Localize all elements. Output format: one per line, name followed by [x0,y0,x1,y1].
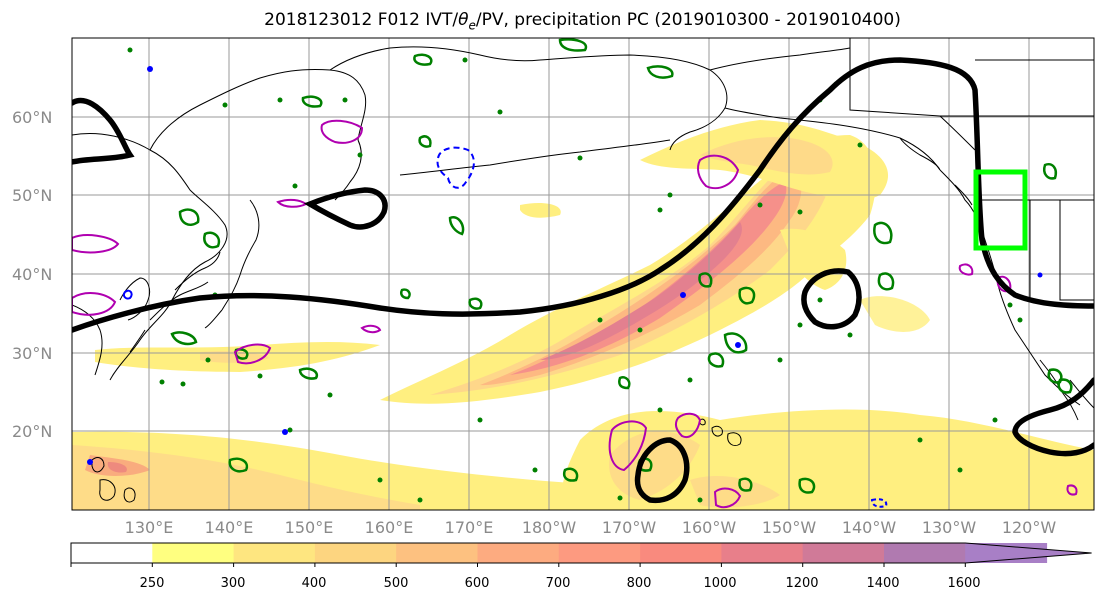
pv-negative-contours [122,146,888,508]
lon-label-170e: 170°E [445,518,494,537]
lat-label-20n: 20°N [12,422,52,441]
lon-label-180w: 180°W [522,518,577,537]
lon-label-150w: 150°W [762,518,817,537]
colorbar-segment [314,543,397,563]
pv-negative-dots [87,66,1043,465]
colorbar-tick-1600: 1600 [947,576,980,591]
colorbar-segment [721,543,804,563]
map-content [72,38,1094,510]
title-suffix: /PV, precipitation PC (2019010300 - 2019… [475,10,901,30]
colorbar-segment [233,543,316,563]
colorbar-tick-labels: 250 300 400 500 600 700 800 1000 1200 14… [140,576,981,591]
graticule [72,38,1094,510]
map-title: 2018123012 F012 IVT/θe/PV, precipitation… [0,10,1105,32]
lat-label-30n: 30°N [12,344,52,363]
theta-e-contours [72,57,1094,504]
precip-pc-contours [170,38,1073,494]
lon-label-130e: 130°E [125,518,174,537]
lat-label-60n: 60°N [12,108,52,127]
colorbar [70,542,1092,567]
colorbar-outline [70,542,1092,564]
longitude-labels: 130°E 140°E 150°E 160°E 170°E 180°W 170°… [125,518,1057,537]
colorbar-tick-1000: 1000 [703,576,736,591]
colorbar-segment [558,543,641,563]
title-theta: θ [458,10,469,30]
lon-label-140e: 140°E [205,518,254,537]
lon-label-120w: 120°W [1002,518,1057,537]
colorbar-segment [802,543,885,563]
colorbar-extension-arrow [965,543,1092,563]
colorbar-segment [71,543,153,563]
latitude-labels: 60°N 50°N 40°N 30°N 20°N [12,108,52,441]
lat-label-40n: 40°N [12,265,52,284]
colorbar-tick-800: 800 [627,576,652,591]
colorbar-segment [884,543,966,563]
lon-label-140w: 140°W [842,518,897,537]
lon-label-160w: 160°W [682,518,737,537]
title-prefix: 2018123012 F012 IVT/ [264,10,459,30]
colorbar-tick-500: 500 [384,576,409,591]
colorbar-tick-400: 400 [302,576,327,591]
colorbar-tick-1400: 1400 [866,576,899,591]
precip-pc-dots [127,47,1023,503]
borders [849,38,1094,301]
target-region-box [973,169,1028,251]
lon-label-130w: 130°W [922,518,977,537]
pv-positive-contours [72,119,1078,509]
lon-label-170w: 170°W [602,518,657,537]
colorbar-segment [640,543,722,563]
colorbar-segment [396,543,478,563]
colorbar-tick-700: 700 [546,576,571,591]
colorbar-tick-1200: 1200 [785,576,818,591]
title-theta-subscript: e [468,18,476,33]
lat-label-50n: 50°N [12,186,52,205]
colorbar-tick-250: 250 [140,576,165,591]
colorbar-tick-300: 300 [221,576,246,591]
lon-label-160e: 160°E [365,518,414,537]
colorbar-tick-600: 600 [465,576,490,591]
colorbar-segment [152,543,235,563]
colorbar-segment [477,543,560,563]
map-frame [71,37,1095,511]
lon-label-150e: 150°E [285,518,334,537]
